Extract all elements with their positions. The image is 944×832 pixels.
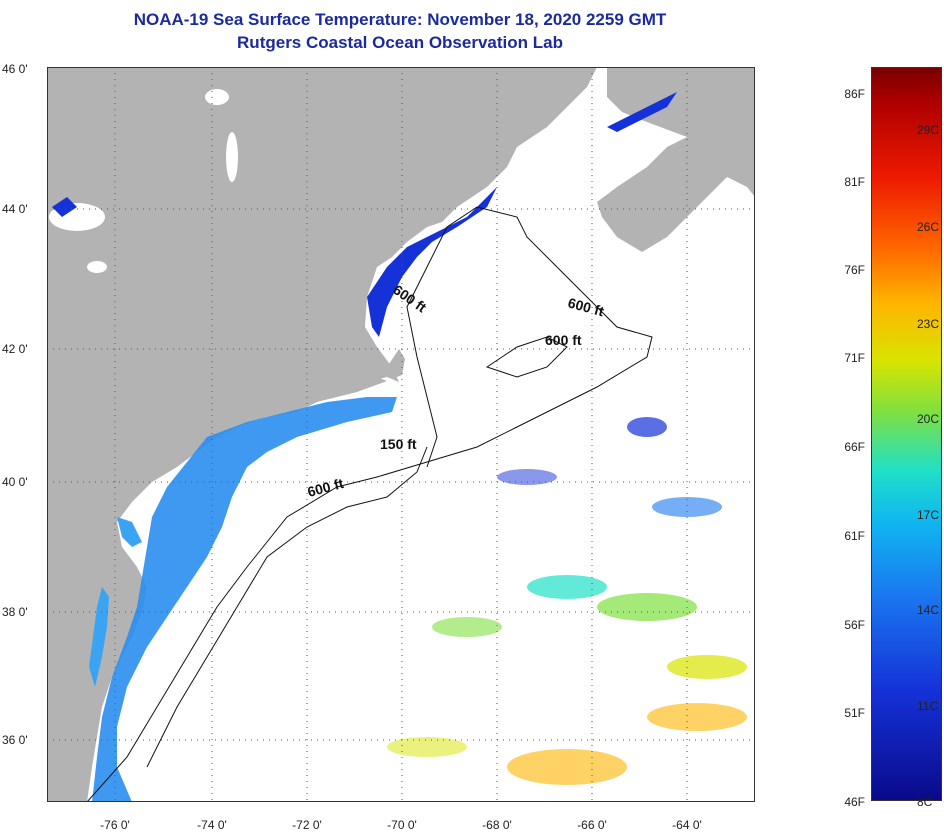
contour-600ft <box>86 206 653 802</box>
contour-label: 150 ft <box>380 436 417 452</box>
colorbar-label-c: 14C <box>917 603 940 617</box>
contour-georges-bank <box>485 336 568 378</box>
lon-label: -66 0' <box>577 818 607 832</box>
sst-patch <box>667 655 747 679</box>
sst-patch <box>647 703 747 731</box>
contour-label: 600 ft <box>545 332 582 348</box>
colorbar-label-f: 56F <box>844 618 865 632</box>
delaware-bay <box>117 517 142 547</box>
colorbar-label-c: 11C <box>917 699 939 713</box>
cold-water-maine <box>367 187 497 337</box>
colorbar-label-f: 46F <box>844 795 865 809</box>
colorbar-label-c: 23C <box>917 317 940 331</box>
lat-label: 42 0' <box>2 342 28 356</box>
lat-label: 40 0' <box>2 475 28 489</box>
colorbar-label-f: 51F <box>844 706 865 720</box>
land-long-island <box>212 377 387 423</box>
sst-patch <box>432 617 502 637</box>
map-title: NOAA-19 Sea Surface Temperature: Novembe… <box>133 10 667 29</box>
cold-water-st-lawrence <box>52 197 77 217</box>
lon-label: -64 0' <box>672 818 702 832</box>
warm-water-patches <box>387 417 747 785</box>
colorbar-label-c: 20C <box>917 412 940 426</box>
lake <box>87 261 107 273</box>
colorbar-label-c: 17C <box>917 508 940 522</box>
lake <box>226 132 238 182</box>
lat-label: 36 0' <box>2 733 28 747</box>
sst-patch <box>627 417 667 437</box>
lon-label: -70 0' <box>387 818 417 832</box>
lon-label: -74 0' <box>197 818 227 832</box>
map-canvas: 600 ft 600 ft 600 ft 150 ft 600 ft <box>47 67 755 802</box>
colorbar-label-c: 29C <box>917 123 940 137</box>
colorbar-label-c: 8C <box>917 795 933 809</box>
sst-patch <box>387 737 467 757</box>
sst-patch <box>507 749 627 785</box>
colorbar-label-f: 76F <box>844 263 865 277</box>
lat-label: 46 0' <box>2 62 28 76</box>
colorbar-label-f: 86F <box>844 87 865 101</box>
land-us-mainland <box>47 67 597 802</box>
lon-label: -72 0' <box>292 818 322 832</box>
map-border <box>47 67 755 802</box>
sst-patch <box>497 469 557 485</box>
sst-patch <box>527 575 607 599</box>
temperature-colorbar <box>871 67 942 801</box>
colorbar-label-f: 61F <box>844 529 865 543</box>
sst-patch <box>652 497 722 517</box>
shelf-water-mid-atlantic <box>92 397 397 802</box>
sst-patch <box>597 593 697 621</box>
land-cape-cod <box>387 349 405 379</box>
map-grid <box>47 67 755 802</box>
cold-water-bay-of-fundy <box>607 92 677 132</box>
lake <box>205 89 229 105</box>
lat-label: 44 0' <box>2 202 28 216</box>
bathymetry-contours <box>86 206 653 802</box>
contour-150ft <box>146 446 428 768</box>
lon-label: -68 0' <box>482 818 512 832</box>
colorbar-label-c: 26C <box>917 220 940 234</box>
colorbar-label-f: 81F <box>844 175 865 189</box>
lon-label: -76 0' <box>100 818 130 832</box>
colorbar-label-f: 71F <box>844 351 865 365</box>
sst-map: 600 ft 600 ft 600 ft 150 ft 600 ft <box>47 67 755 802</box>
map-subtitle: Rutgers Coastal Ocean Observation Lab <box>237 33 563 52</box>
chesapeake-bay <box>89 587 109 687</box>
lat-label: 38 0' <box>2 605 28 619</box>
colorbar-label-f: 66F <box>844 440 865 454</box>
